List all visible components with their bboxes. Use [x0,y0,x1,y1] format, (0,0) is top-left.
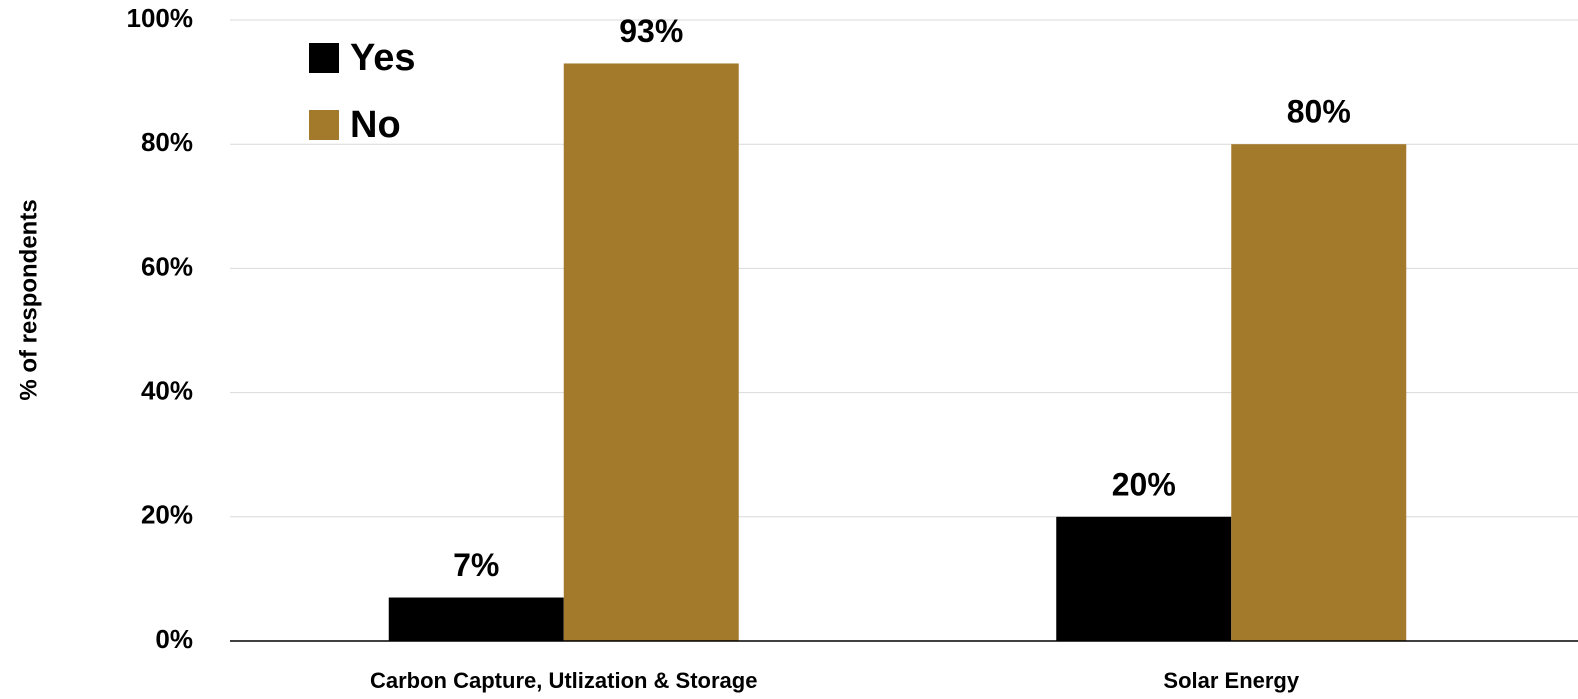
y-tick-label: 40% [141,375,193,405]
x-tick-label: Solar Energy [1163,668,1299,693]
y-tick-label: 80% [141,127,193,157]
value-label: 93% [619,13,683,49]
bar [388,597,564,641]
legend-swatch [309,110,339,140]
y-axis-label: % of respondents [15,199,42,400]
bar [1056,516,1232,641]
legend-label: Yes [350,37,416,79]
y-tick-label: 100% [127,3,194,33]
legend-label: No [350,104,401,146]
x-tick-label: Carbon Capture, Utlization & Storage [370,668,757,693]
value-label: 80% [1287,94,1351,130]
legend-swatch [309,43,339,73]
bar [1231,144,1407,641]
y-tick-label: 0% [155,624,193,654]
y-tick-label: 20% [141,500,193,530]
bar [563,63,739,642]
value-label: 20% [1112,466,1176,502]
value-label: 7% [453,547,499,583]
y-tick-label: 60% [141,251,193,281]
